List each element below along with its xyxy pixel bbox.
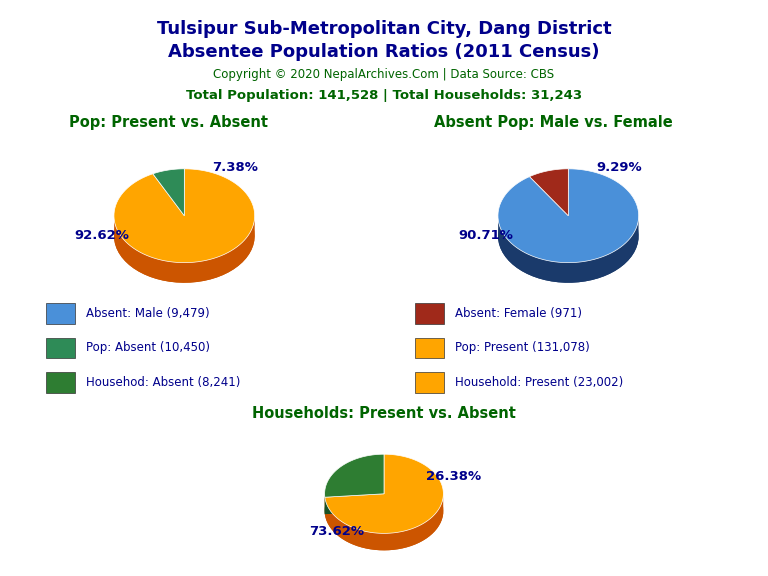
Polygon shape: [498, 169, 639, 263]
Text: Absent: Male (9,479): Absent: Male (9,479): [86, 307, 210, 320]
Bar: [415, 338, 444, 358]
Polygon shape: [325, 494, 384, 514]
Bar: [46, 303, 75, 324]
Polygon shape: [325, 497, 443, 550]
Polygon shape: [325, 494, 384, 514]
Polygon shape: [529, 189, 568, 236]
Polygon shape: [114, 216, 255, 283]
Polygon shape: [114, 189, 255, 283]
Text: Absent: Female (971): Absent: Female (971): [455, 307, 581, 320]
Text: Households: Present vs. Absent: Households: Present vs. Absent: [252, 406, 516, 421]
Text: Pop: Present vs. Absent: Pop: Present vs. Absent: [69, 115, 269, 130]
Polygon shape: [498, 189, 639, 283]
Text: 9.29%: 9.29%: [596, 161, 641, 174]
Polygon shape: [114, 169, 255, 263]
Bar: [46, 338, 75, 358]
Text: Absent Pop: Male vs. Female: Absent Pop: Male vs. Female: [434, 115, 672, 130]
Text: Copyright © 2020 NepalArchives.Com | Data Source: CBS: Copyright © 2020 NepalArchives.Com | Dat…: [214, 68, 554, 81]
Text: 73.62%: 73.62%: [309, 525, 364, 538]
Text: Household: Present (23,002): Household: Present (23,002): [455, 376, 623, 389]
Text: Tulsipur Sub-Metropolitan City, Dang District: Tulsipur Sub-Metropolitan City, Dang Dis…: [157, 20, 611, 38]
Text: 90.71%: 90.71%: [458, 229, 513, 242]
Polygon shape: [153, 189, 184, 236]
Polygon shape: [325, 454, 443, 533]
Polygon shape: [529, 169, 568, 216]
Text: 92.62%: 92.62%: [74, 229, 129, 242]
Text: 7.38%: 7.38%: [212, 161, 258, 174]
Bar: [415, 372, 444, 393]
Bar: [46, 372, 75, 393]
Text: 26.38%: 26.38%: [426, 471, 482, 483]
Text: Absentee Population Ratios (2011 Census): Absentee Population Ratios (2011 Census): [168, 43, 600, 61]
Polygon shape: [325, 471, 384, 514]
Polygon shape: [153, 169, 184, 216]
Polygon shape: [498, 219, 638, 283]
Polygon shape: [325, 454, 384, 497]
Text: Pop: Present (131,078): Pop: Present (131,078): [455, 342, 589, 354]
Polygon shape: [325, 471, 443, 550]
Text: Pop: Absent (10,450): Pop: Absent (10,450): [86, 342, 210, 354]
Text: Total Population: 141,528 | Total Households: 31,243: Total Population: 141,528 | Total Househ…: [186, 89, 582, 103]
Bar: [415, 303, 444, 324]
Text: Househod: Absent (8,241): Househod: Absent (8,241): [86, 376, 240, 389]
